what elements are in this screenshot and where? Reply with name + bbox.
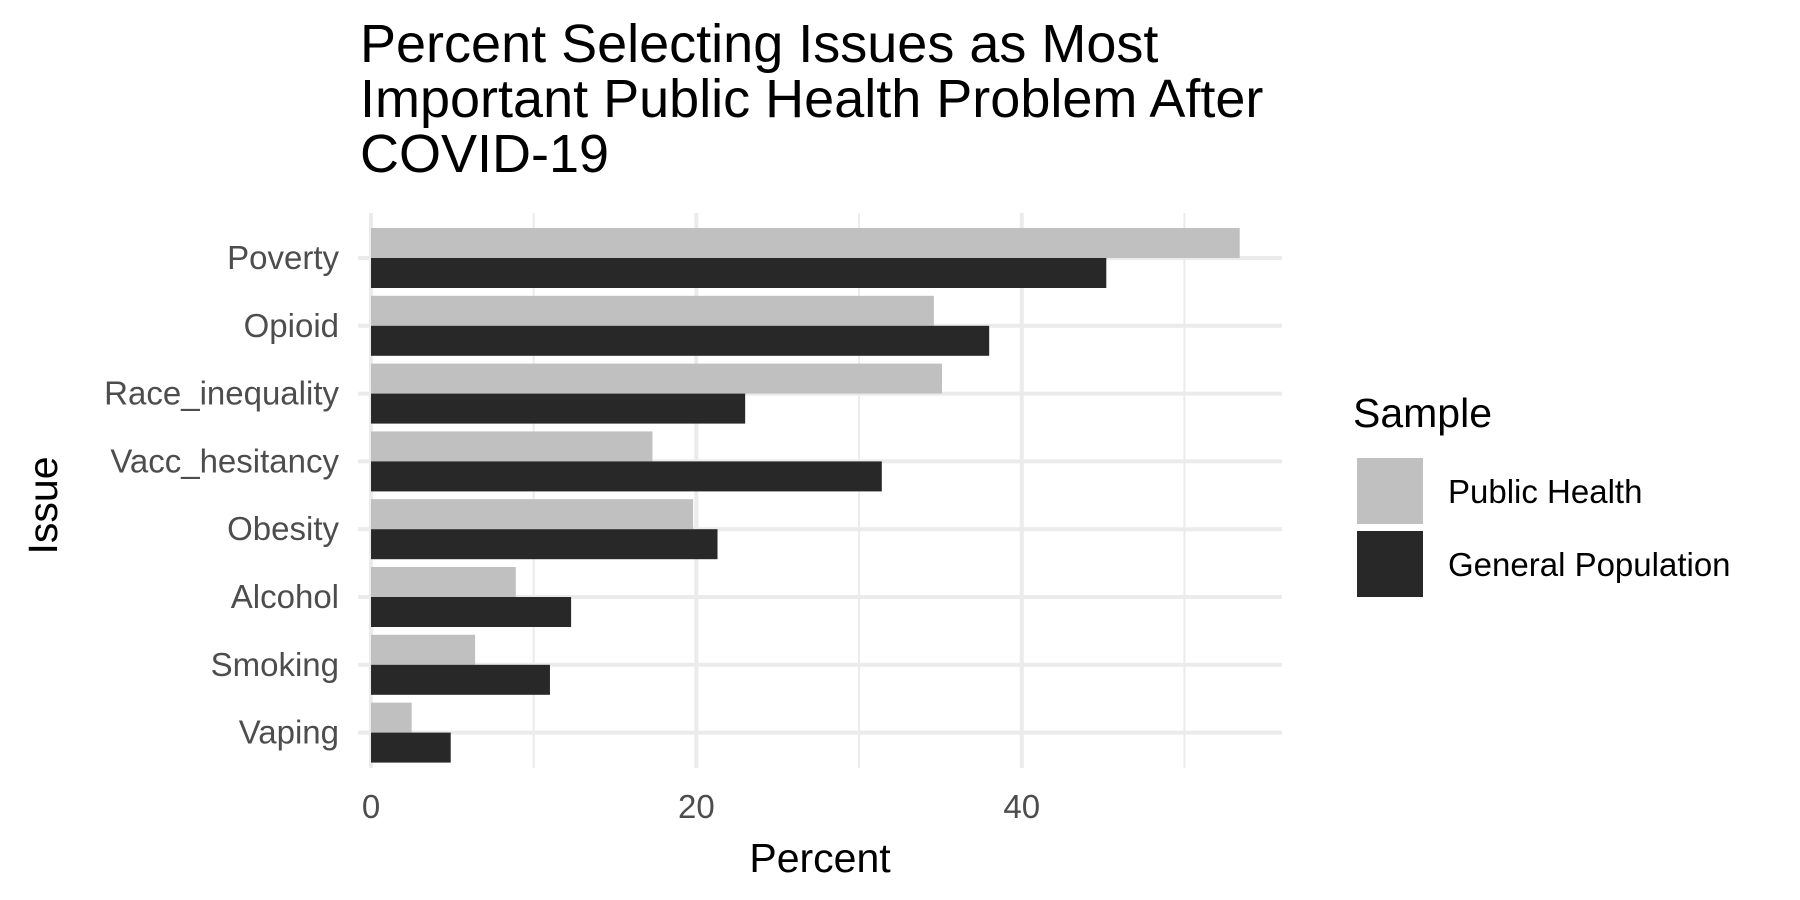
legend-label: General Population bbox=[1448, 546, 1731, 583]
y-tick-label: Race_inequality bbox=[104, 375, 339, 412]
x-tick-label: 20 bbox=[678, 788, 715, 825]
x-tick-label: 40 bbox=[1003, 788, 1040, 825]
y-tick-label: Opioid bbox=[244, 307, 339, 344]
bar-general-population-vaping bbox=[371, 732, 451, 763]
x-axis-title: Percent bbox=[749, 835, 891, 881]
x-tick-label: 0 bbox=[362, 788, 380, 825]
bar-general-population-vacc-hesitancy bbox=[371, 461, 882, 492]
chart-title-line: COVID-19 bbox=[360, 124, 609, 184]
y-tick-label: Alcohol bbox=[231, 578, 339, 615]
bar-public-health-vaping bbox=[371, 702, 412, 733]
bar-general-population-smoking bbox=[371, 664, 550, 695]
chart-title-line: Important Public Health Problem After bbox=[360, 69, 1263, 129]
legend-key-general-population bbox=[1357, 531, 1423, 597]
bar-general-population-obesity bbox=[371, 529, 718, 560]
x-axis-tick-labels: 0 20 40 bbox=[362, 788, 1040, 825]
bar-public-health-opioid bbox=[371, 295, 934, 326]
y-axis-labels: Poverty Opioid Race_inequality Vacc_hesitan… bbox=[104, 239, 339, 751]
legend-key-public-health bbox=[1357, 458, 1423, 524]
chart-title-line: Percent Selecting Issues as Most bbox=[360, 14, 1158, 74]
bar-public-health-smoking bbox=[371, 634, 476, 665]
bar-general-population-race-inequality bbox=[371, 393, 746, 424]
bar-public-health-obesity bbox=[371, 499, 694, 530]
chart-title: Percent Selecting Issues as MostImportan… bbox=[360, 14, 1263, 184]
y-axis-title: Issue bbox=[20, 457, 66, 555]
y-tick-label: Poverty bbox=[227, 239, 339, 276]
legend-label: Public Health bbox=[1448, 473, 1642, 510]
bars bbox=[371, 228, 1240, 763]
y-tick-label: Vaping bbox=[239, 714, 339, 751]
bar-general-population-poverty bbox=[371, 258, 1107, 288]
legend: Sample Public Health General Population bbox=[1353, 390, 1731, 597]
bar-public-health-race-inequality bbox=[371, 363, 943, 394]
bar-general-population-alcohol bbox=[371, 597, 572, 627]
y-tick-label: Vacc_hesitancy bbox=[110, 442, 339, 479]
legend-title: Sample bbox=[1353, 390, 1492, 436]
bar-public-health-alcohol bbox=[371, 567, 516, 597]
bar-public-health-poverty bbox=[371, 228, 1240, 258]
bar-public-health-vacc-hesitancy bbox=[371, 431, 653, 462]
y-tick-label: Smoking bbox=[211, 646, 339, 683]
bar-general-population-opioid bbox=[371, 325, 990, 356]
y-tick-label: Obesity bbox=[227, 510, 339, 547]
